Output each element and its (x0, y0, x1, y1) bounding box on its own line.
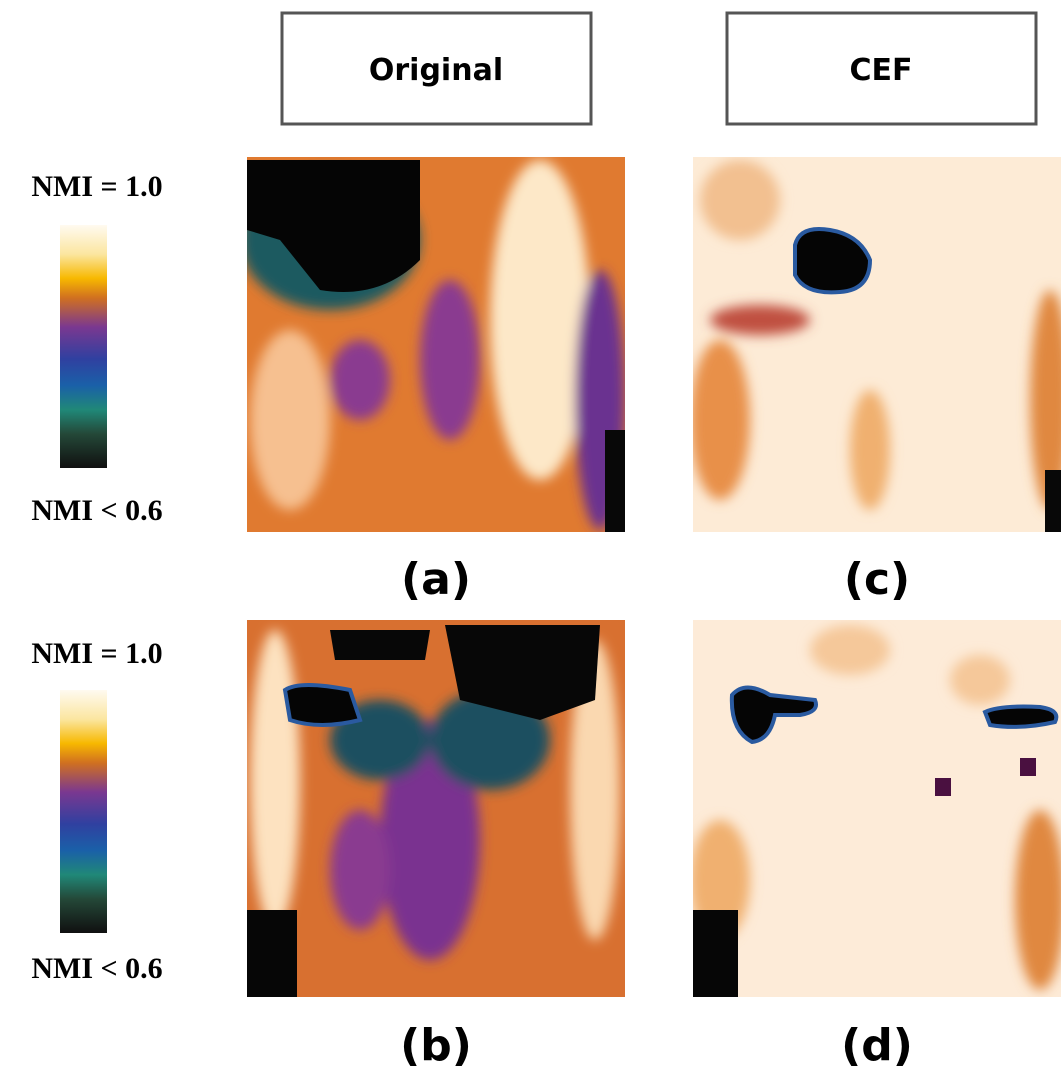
colorbar-label: NMI < 0.6 (31, 952, 162, 985)
figure: Original CEF NMI = 1.0 NMI < 0.6 NMI = 1… (0, 0, 1061, 1074)
column-header: Original (369, 53, 503, 88)
colorbar-label: NMI = 1.0 (31, 170, 162, 203)
column-header: CEF (849, 53, 912, 88)
page: Original CEF NMI = 1.0 NMI < 0.6 NMI = 1… (0, 0, 1061, 1074)
panel-label: (b) (400, 1020, 472, 1071)
colorbar (60, 225, 107, 468)
heatmap-image (690, 620, 1061, 997)
panel-label: (a) (401, 554, 471, 605)
colorbar-label: NMI < 0.6 (31, 494, 162, 527)
panel-label: (c) (844, 554, 910, 605)
colorbar (60, 690, 107, 933)
colorbar-label: NMI = 1.0 (31, 637, 162, 670)
heatmap-image (247, 620, 625, 997)
heatmap-image (690, 157, 1061, 532)
panel-label: (d) (841, 1020, 913, 1071)
heatmap-image (240, 157, 625, 532)
